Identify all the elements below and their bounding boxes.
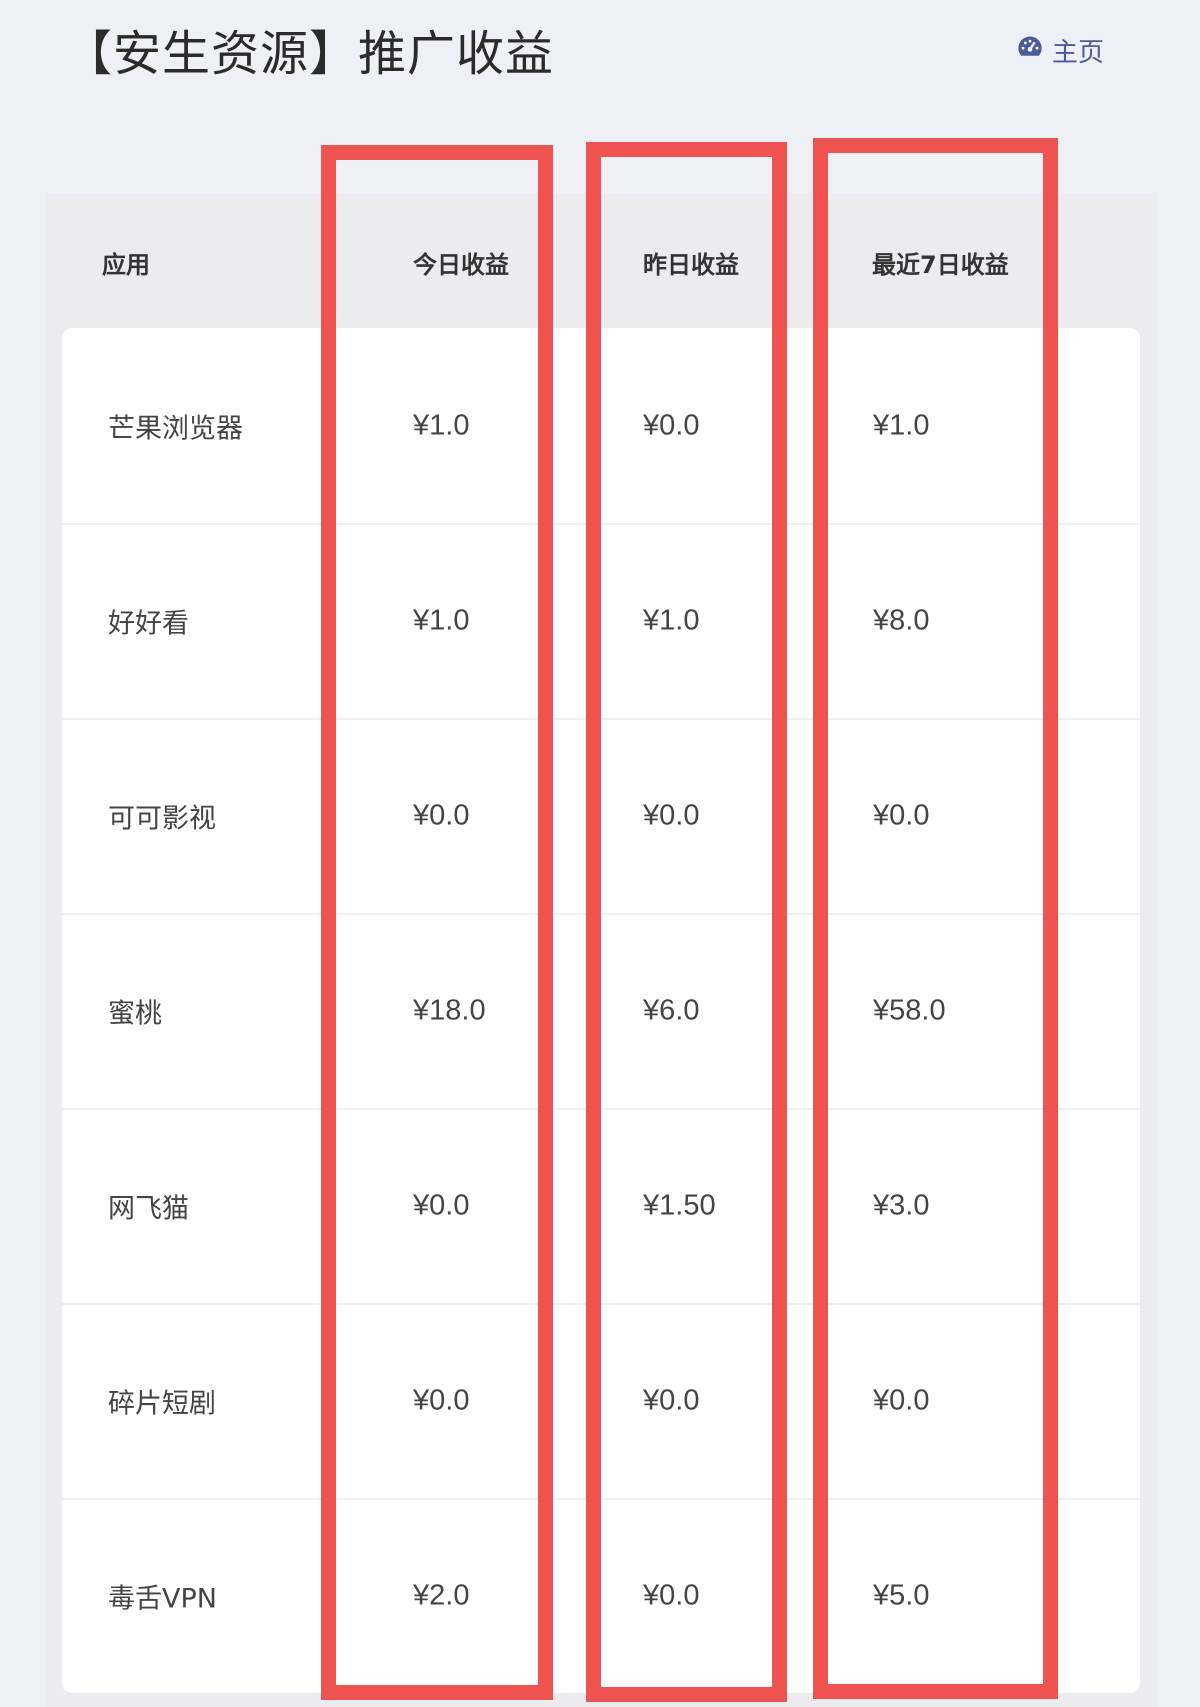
dashboard-icon: [1016, 33, 1044, 68]
last7-earnings: ¥5.0: [873, 1579, 930, 1611]
column-header-today: 今日收益: [413, 251, 509, 279]
today-earnings: ¥0.0: [413, 1189, 470, 1221]
table-row: 碎片短剧 ¥0.0 ¥0.0 ¥0.0: [62, 1303, 1140, 1500]
yesterday-earnings: ¥1.50: [643, 1189, 716, 1221]
table-row: 网飞猫 ¥0.0 ¥1.50 ¥3.0: [62, 1108, 1140, 1305]
yesterday-earnings: ¥6.0: [643, 994, 700, 1026]
last7-earnings: ¥58.0: [873, 994, 946, 1026]
page-title: 【安生资源】推广收益: [64, 26, 555, 82]
table-body: 芒果浏览器 ¥1.0 ¥0.0 ¥1.0 好好看 ¥1.0 ¥1.0 ¥8.0 可可影视 ¥0.0…: [62, 328, 1140, 1693]
yesterday-earnings: ¥0.0: [643, 409, 700, 441]
today-earnings: ¥18.0: [413, 994, 486, 1026]
column-header-yesterday: 昨日收益: [643, 251, 739, 279]
last7-earnings: ¥0.0: [873, 799, 930, 831]
today-earnings: ¥0.0: [413, 1384, 470, 1416]
highlight-box-today: [321, 145, 553, 1700]
app-name: 可可影视: [108, 803, 216, 834]
home-link[interactable]: 主页: [1016, 32, 1104, 69]
highlight-box-yesterday: [586, 142, 787, 1702]
table-row: 毒舌VPN ¥2.0 ¥0.0 ¥5.0: [62, 1498, 1140, 1693]
today-earnings: ¥1.0: [413, 604, 470, 636]
today-earnings: ¥0.0: [413, 799, 470, 831]
app-name: 网飞猫: [108, 1193, 189, 1224]
app-name: 毒舌VPN: [108, 1583, 217, 1614]
last7-earnings: ¥1.0: [873, 409, 930, 441]
today-earnings: ¥2.0: [413, 1579, 470, 1611]
last7-earnings: ¥8.0: [873, 604, 930, 636]
table-row: 可可影视 ¥0.0 ¥0.0 ¥0.0: [62, 718, 1140, 915]
home-label: 主页: [1052, 38, 1105, 68]
today-earnings: ¥1.0: [413, 409, 470, 441]
table-row: 蜜桃 ¥18.0 ¥6.0 ¥58.0: [62, 913, 1140, 1110]
table-row: 好好看 ¥1.0 ¥1.0 ¥8.0: [62, 523, 1140, 720]
column-header-app: 应用: [102, 251, 150, 279]
yesterday-earnings: ¥0.0: [643, 1579, 700, 1611]
yesterday-earnings: ¥0.0: [643, 1384, 700, 1416]
table-row: 芒果浏览器 ¥1.0 ¥0.0 ¥1.0: [62, 328, 1140, 525]
app-name: 好好看: [108, 608, 189, 639]
last7-earnings: ¥0.0: [873, 1384, 930, 1416]
table-header: 应用 今日收益 昨日收益 最近7日收益: [46, 193, 1157, 328]
column-header-last7: 最近7日收益: [872, 251, 1009, 279]
app-name: 芒果浏览器: [108, 413, 243, 444]
yesterday-earnings: ¥1.0: [643, 604, 700, 636]
yesterday-earnings: ¥0.0: [643, 799, 700, 831]
last7-earnings: ¥3.0: [873, 1189, 930, 1221]
earnings-table: 应用 今日收益 昨日收益 最近7日收益 芒果浏览器 ¥1.0 ¥0.0 ¥1.0 好好看…: [46, 193, 1157, 1707]
app-name: 蜜桃: [108, 998, 162, 1029]
app-name: 碎片短剧: [108, 1388, 216, 1419]
highlight-box-last7: [813, 138, 1058, 1699]
